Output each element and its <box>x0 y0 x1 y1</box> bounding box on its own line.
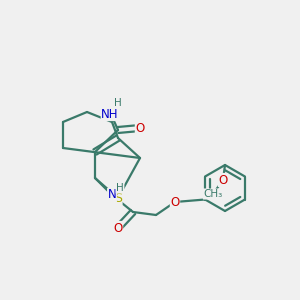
Text: H: H <box>114 98 122 108</box>
Text: O: O <box>135 122 145 134</box>
Text: S: S <box>114 191 122 205</box>
Text: O: O <box>113 221 123 235</box>
Text: NH: NH <box>101 107 119 121</box>
Text: O: O <box>170 196 180 208</box>
Text: O: O <box>218 173 228 187</box>
Text: CH₃: CH₃ <box>203 189 223 199</box>
Text: H: H <box>116 183 124 193</box>
Text: N: N <box>108 188 116 202</box>
